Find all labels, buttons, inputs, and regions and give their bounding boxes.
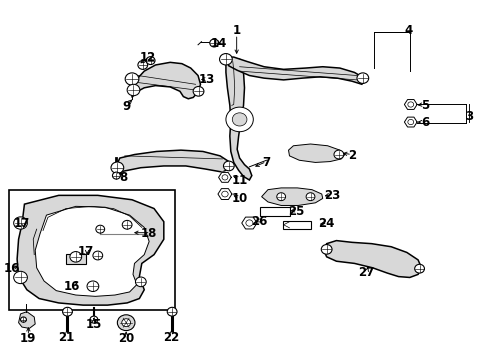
Polygon shape [404,100,416,109]
Circle shape [305,193,314,201]
Circle shape [111,162,123,174]
Polygon shape [225,57,364,84]
Text: 7: 7 [262,156,270,169]
Bar [9,190,175,310]
Text: 20: 20 [118,332,134,346]
Circle shape [62,307,72,316]
Polygon shape [132,62,200,99]
Text: 6: 6 [421,116,428,130]
Circle shape [127,84,140,96]
Polygon shape [218,189,231,199]
Circle shape [321,244,331,254]
Polygon shape [225,59,251,180]
Circle shape [122,319,130,327]
Circle shape [167,307,177,316]
Circle shape [223,161,234,171]
Circle shape [356,73,368,84]
Circle shape [222,175,227,180]
Circle shape [14,271,27,284]
Polygon shape [19,312,35,328]
Circle shape [138,60,147,69]
Circle shape [225,107,253,132]
Text: 14: 14 [210,36,227,50]
Bar [259,207,289,216]
Circle shape [117,315,135,330]
Circle shape [96,225,104,233]
Polygon shape [35,206,149,296]
Polygon shape [261,188,322,206]
Circle shape [414,264,424,273]
Circle shape [407,120,413,125]
Text: 21: 21 [58,331,74,344]
Circle shape [245,220,252,226]
Circle shape [14,217,27,229]
Circle shape [112,172,120,179]
Polygon shape [115,150,230,176]
Polygon shape [241,217,257,229]
Circle shape [122,220,132,229]
Polygon shape [288,144,344,162]
Circle shape [232,113,246,126]
Text: 12: 12 [140,51,156,64]
Text: 1: 1 [232,24,240,37]
Bar [283,221,311,229]
Text: 17: 17 [14,217,30,230]
Circle shape [70,252,81,262]
Text: 18: 18 [141,227,157,240]
Text: 11: 11 [231,174,247,186]
Circle shape [93,251,102,260]
Text: 24: 24 [318,217,334,230]
Text: 26: 26 [250,215,267,228]
Circle shape [125,73,139,85]
Text: 4: 4 [404,24,411,37]
Circle shape [135,277,146,287]
Polygon shape [404,117,416,127]
Circle shape [276,193,285,201]
Text: 23: 23 [324,189,340,202]
Circle shape [90,316,98,323]
Text: 25: 25 [287,205,304,218]
Circle shape [221,191,228,197]
Circle shape [333,150,343,159]
Text: 19: 19 [20,332,37,345]
Polygon shape [323,240,421,278]
Polygon shape [218,172,231,182]
Text: 22: 22 [163,331,179,344]
Circle shape [219,54,232,65]
Text: 17: 17 [77,245,94,258]
Circle shape [193,86,203,96]
Circle shape [407,102,413,107]
Polygon shape [17,195,163,305]
Text: 5: 5 [421,99,428,112]
Text: 10: 10 [231,192,247,205]
Text: 15: 15 [85,318,102,330]
Text: 27: 27 [357,266,373,279]
Text: 3: 3 [465,110,472,123]
Text: 16: 16 [4,262,20,275]
Circle shape [209,39,218,47]
Text: 2: 2 [347,149,355,162]
Circle shape [20,317,26,322]
Text: 16: 16 [64,280,81,293]
Text: 8: 8 [119,171,127,184]
Text: 13: 13 [198,73,214,86]
Circle shape [87,281,99,292]
Text: 9: 9 [122,100,130,113]
Circle shape [146,57,155,64]
Bar [66,254,85,264]
